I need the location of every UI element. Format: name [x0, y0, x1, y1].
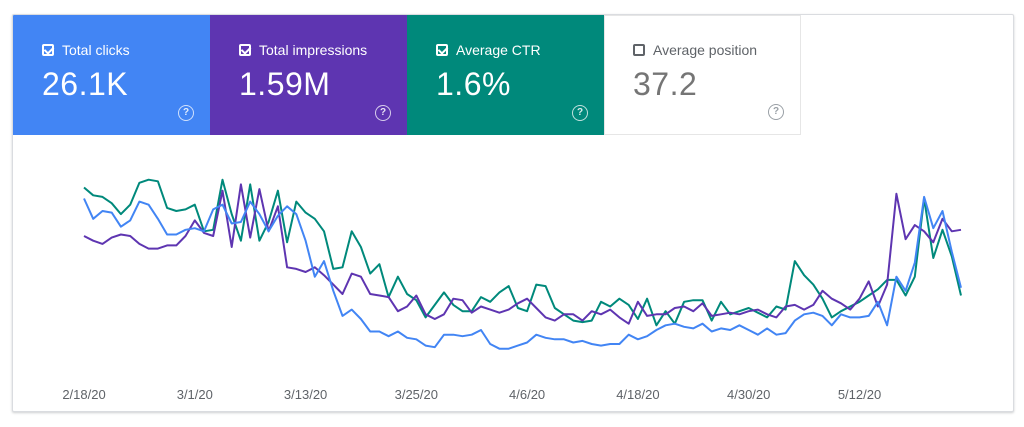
metric-tiles: Total clicks 26.1K ? Total impressions 1… — [13, 15, 801, 135]
metric-tile-average-position[interactable]: Average position 37.2 ? — [604, 15, 801, 135]
help-icon[interactable]: ? — [572, 105, 588, 121]
help-icon[interactable]: ? — [178, 105, 194, 121]
help-icon[interactable]: ? — [375, 105, 391, 121]
series-layer — [83, 178, 962, 350]
x-tick-label: 2/18/20 — [62, 387, 105, 402]
metric-label: Total impressions — [259, 42, 368, 58]
metric-tile-total-impressions[interactable]: Total impressions 1.59M ? — [210, 15, 407, 135]
checkbox-icon[interactable] — [633, 44, 645, 56]
series-line-2 — [83, 195, 962, 350]
x-tick-label: 4/30/20 — [727, 387, 770, 402]
metric-value: 1.6% — [436, 66, 511, 102]
series-line-1 — [83, 183, 962, 325]
x-tick-label: 3/25/20 — [395, 387, 438, 402]
metric-tile-total-clicks[interactable]: Total clicks 26.1K ? — [13, 15, 210, 135]
metric-value: 1.59M — [239, 66, 331, 102]
performance-line-chart: 2/18/20 3/1/20 3/13/20 3/25/20 4/6/20 4/18/20… — [62, 178, 962, 402]
x-tick-label: 4/18/20 — [616, 387, 659, 402]
x-tick-label: 4/6/20 — [509, 387, 545, 402]
performance-card: Total clicks 26.1K ? Total impressions 1… — [12, 14, 1014, 412]
metric-label: Average CTR — [456, 42, 541, 58]
metric-value: 26.1K — [42, 66, 129, 102]
checkbox-icon[interactable] — [239, 44, 251, 56]
x-axis-ticks: 2/18/20 3/1/20 3/13/20 3/25/20 4/6/20 4/18/20… — [62, 387, 881, 402]
metric-label: Average position — [653, 42, 758, 58]
x-tick-label: 5/12/20 — [838, 387, 881, 402]
metric-label: Total clicks — [62, 42, 130, 58]
x-tick-label: 3/13/20 — [284, 387, 327, 402]
metric-value: 37.2 — [633, 66, 698, 102]
help-icon[interactable]: ? — [768, 104, 784, 120]
metric-tile-average-ctr[interactable]: Average CTR 1.6% ? — [407, 15, 604, 135]
x-tick-label: 3/1/20 — [177, 387, 213, 402]
checkbox-icon[interactable] — [436, 44, 448, 56]
series-line-0 — [83, 178, 962, 327]
checkbox-icon[interactable] — [42, 44, 54, 56]
